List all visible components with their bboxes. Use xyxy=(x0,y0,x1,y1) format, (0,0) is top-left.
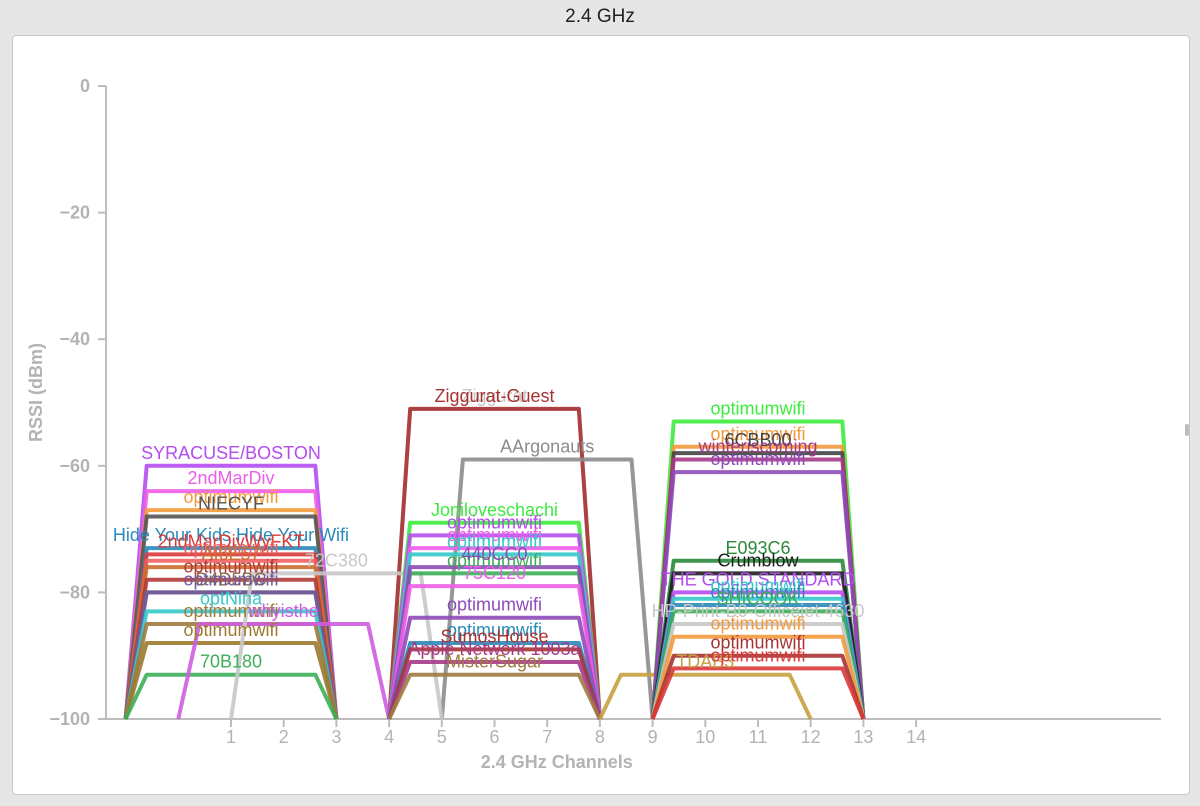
x-tick-label: 2 xyxy=(279,727,289,747)
network-trace-ziggurat-guest-17[interactable] xyxy=(387,406,602,720)
network-label-440cc0-25: 440CC0 xyxy=(461,544,527,564)
network-label-optimumwifi-24: optimumwifi xyxy=(447,550,542,570)
network-label-sumoshouse-29: SumosHouse xyxy=(440,626,548,646)
network-label-crumblow-39: Crumblow xyxy=(717,550,799,570)
network-label-2ndmardivwyfkt-5: 2ndMarDivWyFKT xyxy=(158,531,305,551)
network-label-niecyf-3: NIECYF xyxy=(198,493,264,513)
network-trace-70b180-14[interactable] xyxy=(123,672,339,720)
network-label-optimumwifi-8: optimumwifi xyxy=(183,557,278,577)
network-label-joniloveschachi-20: Joniloveschachi xyxy=(431,500,558,520)
network-trace-mistersugar-31[interactable] xyxy=(387,672,602,720)
y-axis-title: RSSI (dBm) xyxy=(26,343,46,442)
x-tick-label: 4 xyxy=(384,727,394,747)
x-tick-label: 9 xyxy=(648,727,658,747)
x-tick-label: 13 xyxy=(853,727,873,747)
network-label-e093c6-38: E093C6 xyxy=(725,538,790,558)
network-label-optimumwifi-33: optimumwifi xyxy=(710,398,805,418)
network-label-6cbb00-35: 6CBB00 xyxy=(724,430,791,450)
network-label-75c120-26: 75C120 xyxy=(463,563,526,583)
network-trace-aargonauts-18[interactable] xyxy=(439,457,655,720)
network-label-2ndmardiv-1: 2ndMarDiv xyxy=(187,468,274,488)
network-trace-optimumwifi-47[interactable] xyxy=(650,666,866,720)
network-label-optimumwifi-34: optimumwifi xyxy=(710,424,805,444)
x-tick-label: 7 xyxy=(542,727,552,747)
network-label-optimumwifi-45: optimumwifi xyxy=(710,614,805,634)
network-label-optimumwifi-46: optimumwifi xyxy=(710,633,805,653)
network-label-optimumwifi-28: optimumwifi xyxy=(447,620,542,640)
network-label-tdab3-32: TDAB3 xyxy=(676,652,734,672)
x-tick-label: 3 xyxy=(331,727,341,747)
network-label-aargonauts-18: AArgonauts xyxy=(500,436,594,456)
network-trace-whyisthe-15[interactable] xyxy=(176,622,392,720)
network-trace-apple-network-1003a-30[interactable] xyxy=(387,660,602,720)
network-label-the-gold-standard-40: THE GOLD STANDARD xyxy=(661,569,856,589)
network-label-optimumwifi-42: optimumwifi xyxy=(710,582,805,602)
network-label-ziggurat-guest-17: Ziggurat-Guest xyxy=(434,386,554,406)
x-tick-label: 12 xyxy=(801,727,821,747)
network-trace-optimumwifi-45[interactable] xyxy=(650,634,866,720)
window-title: 2.4 GHz xyxy=(565,6,635,27)
network-label-optimumwifi-37: optimumwifi xyxy=(710,449,805,469)
network-trace-tdab3-32[interactable] xyxy=(598,672,813,720)
networks-layer xyxy=(123,406,866,720)
network-label-hide-your-kids-hide-your-wifi-4: Hide Your Kids Hide Your Wifi xyxy=(113,525,349,545)
network-label-optimumwifi-41: optimumwifi xyxy=(710,576,805,596)
x-tick-label: 6 xyxy=(489,727,499,747)
network-label-72c380-19: 72C380 xyxy=(305,550,368,570)
network-label-optimumwifi-21: optimumwifi xyxy=(447,512,542,532)
network-label-apple-network-1003a-30: Apple Network 1003a xyxy=(408,639,581,659)
y-tick-label: −60 xyxy=(59,456,90,476)
y-tick-label: −80 xyxy=(59,582,90,602)
network-label-ziggurat-16: Ziggurat xyxy=(461,386,527,406)
network-trace-optimumwifi-37[interactable] xyxy=(650,470,866,720)
network-label-shicook-43: SHICOOK xyxy=(716,588,799,608)
network-trace-optimumwifi-46[interactable] xyxy=(650,653,866,720)
x-tick-label: 8 xyxy=(595,727,605,747)
network-label-d4d5bc-9: D4D5BC xyxy=(195,569,266,589)
y-tick-label: −40 xyxy=(59,329,90,349)
network-label-optimumwifi-2: optimumwifi xyxy=(183,487,278,507)
x-tick-label: 1 xyxy=(226,727,236,747)
x-tick-label: 14 xyxy=(906,727,926,747)
network-label-optimumwifi-12: optimumwifi xyxy=(183,601,278,621)
y-tick-label: −100 xyxy=(49,709,90,729)
network-label-optnina-11: optNina xyxy=(200,588,263,608)
network-label-optimumwifi-23: optimumwifi xyxy=(447,531,542,551)
network-trace-optimumwifi-13[interactable] xyxy=(123,641,339,720)
network-label-optimumwifi-27: optimumwifi xyxy=(447,595,542,615)
network-label-optimumwifi-13: optimumwifi xyxy=(183,620,278,640)
network-label-winteriscoming-36: winteriscoming xyxy=(697,436,817,456)
network-label-optimumwifi-47: optimumwifi xyxy=(710,645,805,665)
network-label-hp-print-b0-officejet-4630-44: HP-Print-B0-Officejet 4630 xyxy=(652,601,865,621)
network-trace-75c120-26[interactable] xyxy=(387,584,602,720)
network-trace-sumoshouse-29[interactable] xyxy=(387,647,602,720)
network-trace-72c380-19[interactable] xyxy=(229,571,444,720)
x-tick-label: 10 xyxy=(695,727,715,747)
network-label-optimumwifi-10: optimumwifi xyxy=(183,569,278,589)
network-label-mistersugar-31: MisterSugar xyxy=(446,652,543,672)
network-labels-layer: SYRACUSE/BOSTON2ndMarDivoptimumwifiNIECY… xyxy=(113,386,864,672)
network-trace-optimumwifi-27[interactable] xyxy=(387,615,602,720)
x-tick-label: 11 xyxy=(749,727,768,747)
network-label-whyisthe-15: whyisthe xyxy=(248,601,319,621)
network-label-ai6e57-7: AI6E57 xyxy=(201,544,260,564)
chart-panel: 0 −20 −40 −60 −80 −100 1 2 3 4 5 6 7 8 9 10 11 12 13 14 SYR… xyxy=(12,35,1190,795)
y-tick-label: 0 xyxy=(80,76,90,96)
scroll-indicator[interactable] xyxy=(1185,424,1189,436)
x-tick-label: 5 xyxy=(437,727,447,747)
network-label-optimumwifi-6: optimumwifi xyxy=(183,538,278,558)
network-label-syracuse-boston-0: SYRACUSE/BOSTON xyxy=(141,443,321,463)
network-label-70b180-14: 70B180 xyxy=(200,652,262,672)
network-label-optimumwifi-22: optimumwifi xyxy=(447,525,542,545)
x-axis-title: 2.4 GHz Channels xyxy=(481,752,633,772)
y-tick-label: −20 xyxy=(59,203,90,223)
